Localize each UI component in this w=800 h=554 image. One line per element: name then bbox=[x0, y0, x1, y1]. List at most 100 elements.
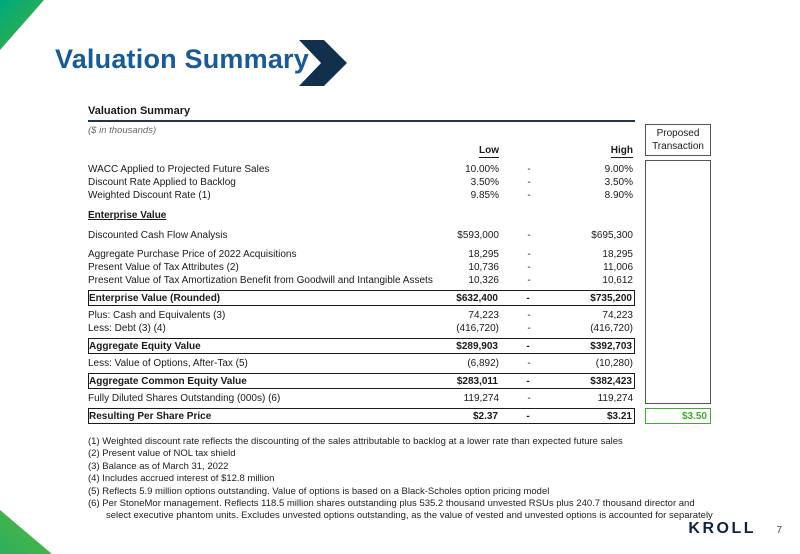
row-label: Aggregate Purchase Price of 2022 Acquisi… bbox=[88, 249, 297, 260]
row-high-value: 119,274 bbox=[597, 393, 633, 404]
proposed-transaction-header: Proposed Transaction bbox=[645, 124, 711, 156]
table-row: Weighted Discount Rate (1) 9.85% - 8.90% bbox=[88, 189, 635, 202]
table-row: Discounted Cash Flow Analysis $593,000 -… bbox=[88, 229, 635, 242]
row-low-value: 9.85% bbox=[470, 190, 499, 201]
row-label: Present Value of Tax Amortization Benefi… bbox=[88, 275, 433, 286]
row-low-value: 10.00% bbox=[465, 164, 499, 175]
valuation-summary-table: Valuation Summary ($ in thousands) Low H… bbox=[88, 104, 713, 424]
row-label: WACC Applied to Projected Future Sales bbox=[88, 164, 270, 175]
row-high-value: 11,006 bbox=[603, 262, 633, 273]
row-label: Weighted Discount Rate (1) bbox=[88, 190, 211, 201]
row-dash: - bbox=[527, 230, 531, 241]
proposed-transaction-body bbox=[645, 160, 711, 404]
row-high-value: 3.50% bbox=[604, 177, 633, 188]
row-dash: - bbox=[527, 393, 531, 404]
row-label: Discount Rate Applied to Backlog bbox=[88, 177, 236, 188]
row-high-value: $392,703 bbox=[590, 340, 632, 352]
row-low-value: $632,400 bbox=[456, 292, 498, 304]
column-header-high: High bbox=[610, 145, 633, 158]
row-label: Resulting Per Share Price bbox=[89, 410, 212, 422]
footnotes: (1) Weighted discount rate reflects the … bbox=[88, 436, 713, 523]
column-header-low: Low bbox=[479, 145, 499, 158]
table-total-row: Aggregate Equity Value $289,903 - $392,7… bbox=[88, 338, 635, 354]
table-header-row: Low High bbox=[88, 144, 635, 158]
row-dash: - bbox=[527, 310, 531, 321]
row-low-value: 18,295 bbox=[468, 249, 499, 260]
row-label: Present Value of Tax Attributes (2) bbox=[88, 262, 239, 273]
row-label: Less: Debt (3) (4) bbox=[88, 323, 166, 334]
row-high-value: (416,720) bbox=[590, 323, 633, 334]
row-low-value: (6,892) bbox=[467, 358, 499, 369]
row-dash: - bbox=[526, 410, 530, 422]
proposed-header-line2: Transaction bbox=[652, 141, 704, 152]
row-high-value: (10,280) bbox=[595, 358, 633, 369]
column-header-high-cell: High bbox=[557, 145, 635, 158]
row-label: Aggregate Equity Value bbox=[89, 340, 201, 352]
row-dash: - bbox=[527, 164, 531, 175]
footnote-4: (4) Includes accrued interest of $12.8 m… bbox=[88, 473, 275, 485]
table-row: Present Value of Tax Attributes (2) 10,7… bbox=[88, 261, 635, 274]
table-row: Discount Rate Applied to Backlog 3.50% -… bbox=[88, 176, 635, 189]
footnote-5: (5) Reflects 5.9 million options outstan… bbox=[88, 485, 550, 497]
row-label: Discounted Cash Flow Analysis bbox=[88, 230, 228, 241]
page-title: Valuation Summary bbox=[55, 44, 309, 74]
row-low-value: 119,274 bbox=[463, 393, 499, 404]
section-label: Enterprise Value bbox=[88, 210, 167, 221]
row-low-value: $593,000 bbox=[457, 230, 499, 241]
row-dash: - bbox=[527, 323, 531, 334]
table-row: Less: Debt (3) (4) (416,720) - (416,720) bbox=[88, 322, 635, 335]
row-low-value: (416,720) bbox=[456, 323, 499, 334]
footnote-6: (6) Per StoneMor management. Reflects 11… bbox=[88, 498, 713, 522]
row-low-value: $2.37 bbox=[472, 410, 498, 422]
table-total-row: Enterprise Value (Rounded) $632,400 - $7… bbox=[88, 290, 635, 306]
row-high-value: $695,300 bbox=[591, 230, 633, 241]
row-label: Fully Diluted Shares Outstanding (000s) … bbox=[88, 393, 281, 404]
row-dash: - bbox=[527, 177, 531, 188]
table-subtitle: ($ in thousands) bbox=[88, 125, 157, 136]
table-row: Less: Value of Options, After-Tax (5) (6… bbox=[88, 357, 635, 370]
row-high-value: 10,612 bbox=[602, 275, 633, 286]
corner-accent-top-left-icon bbox=[0, 0, 44, 50]
row-low-value: 74,223 bbox=[468, 310, 499, 321]
footnote-3: (3) Balance as of March 31, 2022 bbox=[88, 460, 229, 472]
row-high-value: $735,200 bbox=[590, 292, 632, 304]
table-section-row: Enterprise Value bbox=[88, 209, 635, 223]
row-high-value: 8.90% bbox=[604, 190, 633, 201]
table-row: Plus: Cash and Equivalents (3) 74,223 - … bbox=[88, 309, 635, 322]
table-row: WACC Applied to Projected Future Sales 1… bbox=[88, 163, 635, 176]
table-row: Aggregate Purchase Price of 2022 Acquisi… bbox=[88, 248, 635, 261]
page-number: 7 bbox=[776, 525, 782, 536]
table-title: Valuation Summary bbox=[88, 105, 191, 117]
footnote-2: (2) Present value of NOL tax shield bbox=[88, 448, 236, 460]
proposed-transaction-column: Proposed Transaction $3.50 bbox=[645, 104, 711, 424]
row-dash: - bbox=[527, 275, 531, 286]
row-label: Enterprise Value (Rounded) bbox=[89, 292, 221, 304]
table-title-rule bbox=[88, 120, 635, 122]
row-high-value: 74,223 bbox=[602, 310, 633, 321]
corner-accent-bottom-left-icon bbox=[0, 510, 52, 554]
row-high-value: $3.21 bbox=[606, 410, 632, 422]
row-low-value: 10,326 bbox=[468, 275, 499, 286]
table-row: Fully Diluted Shares Outstanding (000s) … bbox=[88, 392, 635, 405]
row-dash: - bbox=[527, 249, 531, 260]
row-dash: - bbox=[526, 340, 530, 352]
row-dash: - bbox=[527, 190, 531, 201]
row-high-value: $382,423 bbox=[590, 375, 632, 387]
row-low-value: 3.50% bbox=[470, 177, 499, 188]
table-row: Present Value of Tax Amortization Benefi… bbox=[88, 274, 635, 287]
table-total-row: Aggregate Common Equity Value $283,011 -… bbox=[88, 373, 635, 389]
row-low-value: $283,011 bbox=[456, 375, 498, 387]
table-main-column: Valuation Summary ($ in thousands) Low H… bbox=[88, 104, 635, 424]
row-label: Plus: Cash and Equivalents (3) bbox=[88, 310, 226, 321]
footnote-1: (1) Weighted discount rate reflects the … bbox=[88, 436, 623, 447]
column-header-low-cell: Low bbox=[427, 145, 501, 158]
row-low-value: 10,736 bbox=[468, 262, 499, 273]
row-dash: - bbox=[527, 358, 531, 369]
row-dash: - bbox=[526, 375, 530, 387]
row-low-value: $289,903 bbox=[456, 340, 498, 352]
proposed-header-line1: Proposed bbox=[656, 128, 700, 139]
table-total-row: Resulting Per Share Price $2.37 - $3.21 bbox=[88, 408, 635, 424]
row-dash: - bbox=[526, 292, 530, 304]
row-dash: - bbox=[527, 262, 531, 273]
